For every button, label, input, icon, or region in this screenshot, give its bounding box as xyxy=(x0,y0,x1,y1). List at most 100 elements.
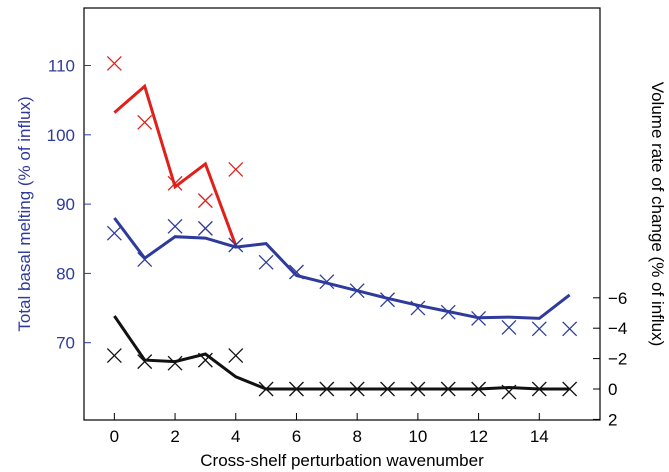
cross-stroke xyxy=(137,252,153,267)
x-tick-label: 10 xyxy=(408,427,427,446)
cross-stroke xyxy=(106,225,122,241)
cross-stroke xyxy=(471,381,487,397)
data-point-red xyxy=(228,161,244,177)
y-left-tick-label: 100 xyxy=(47,126,75,145)
series-line-blue xyxy=(113,217,571,320)
y-left-tick-label: 110 xyxy=(48,57,75,76)
data-point-black xyxy=(319,381,335,397)
y-left-tick-label: 80 xyxy=(56,264,75,283)
data-point-black xyxy=(167,355,183,371)
data-point-black xyxy=(440,381,456,397)
x-tick-label: 6 xyxy=(292,427,301,446)
data-point-red xyxy=(167,175,183,191)
data-point-blue xyxy=(380,292,395,308)
cross-stroke xyxy=(167,218,183,234)
data-point-blue xyxy=(228,237,244,253)
y-axis-left-label: Total basal melting (% of influx) xyxy=(15,96,34,331)
data-point-blue xyxy=(501,319,517,335)
series-line-red xyxy=(113,83,238,247)
series-layer xyxy=(106,55,578,400)
x-tick-label: 4 xyxy=(231,427,240,446)
plot-frame xyxy=(83,7,601,421)
y-axis-right-label: Volume rate of change (% of influx) xyxy=(648,82,667,347)
data-point-black xyxy=(137,354,153,370)
cross-stroke xyxy=(440,381,456,397)
cross-stroke xyxy=(137,354,153,370)
x-tick-label: 14 xyxy=(530,427,549,446)
data-point-blue xyxy=(562,321,578,337)
cross-stroke xyxy=(410,381,426,397)
cross-stroke xyxy=(440,304,456,320)
data-point-black xyxy=(197,352,213,368)
data-point-blue xyxy=(319,274,335,290)
y-right-tick-label: −4 xyxy=(608,319,627,338)
cross-stroke xyxy=(562,381,578,397)
cross-stroke xyxy=(289,264,304,280)
cross-stroke xyxy=(167,175,183,191)
cross-stroke xyxy=(471,310,487,326)
cross-stroke xyxy=(501,384,517,400)
cross-stroke xyxy=(197,193,213,209)
data-point-blue xyxy=(440,304,456,320)
data-point-blue xyxy=(289,264,304,280)
y-right-tick-label: 0 xyxy=(608,380,617,399)
cross-stroke xyxy=(228,161,244,177)
data-point-black xyxy=(349,381,365,397)
data-point-black xyxy=(501,384,517,400)
cross-stroke xyxy=(197,220,213,236)
cross-stroke xyxy=(137,114,153,130)
cross-stroke xyxy=(501,319,517,335)
data-point-red xyxy=(106,55,122,71)
data-point-black xyxy=(289,381,304,397)
data-point-blue xyxy=(410,300,426,316)
data-point-blue xyxy=(258,254,274,270)
cross-stroke xyxy=(228,237,244,253)
cross-stroke xyxy=(258,254,274,270)
x-tick-label: 2 xyxy=(170,427,179,446)
y-left-tick-label: 90 xyxy=(56,195,75,214)
data-point-black xyxy=(228,348,244,364)
cross-stroke xyxy=(349,283,365,299)
cross-stroke xyxy=(410,300,426,316)
cross-stroke xyxy=(106,348,122,364)
data-point-blue xyxy=(349,283,365,299)
data-point-black xyxy=(106,348,122,364)
data-point-black xyxy=(562,381,578,397)
data-point-blue xyxy=(471,310,487,326)
data-point-blue xyxy=(106,225,122,241)
data-point-black xyxy=(410,381,426,397)
data-point-blue xyxy=(531,321,547,337)
data-point-blue xyxy=(137,252,153,267)
cross-stroke xyxy=(562,321,578,337)
data-point-black xyxy=(471,381,487,397)
cross-stroke xyxy=(380,292,395,308)
x-tick-label: 12 xyxy=(469,427,488,446)
y-right-tick-label: −2 xyxy=(608,350,627,369)
y-right-tick-label: 2 xyxy=(608,410,617,429)
cross-stroke xyxy=(319,274,335,290)
cross-stroke xyxy=(167,355,183,371)
axis-ticks: 0 2 4 6 8 10 12 14 70 80 90 100 110 2 0 −2 −4 −6 xyxy=(47,57,628,447)
data-point-blue xyxy=(167,218,183,234)
y-left-tick-label: 70 xyxy=(56,334,75,353)
cross-stroke xyxy=(349,381,365,397)
data-point-black xyxy=(531,381,547,397)
cross-stroke xyxy=(228,348,244,364)
cross-stroke xyxy=(106,55,122,71)
cross-stroke xyxy=(380,381,395,397)
cross-stroke xyxy=(319,381,335,397)
data-point-blue xyxy=(197,220,213,236)
data-point-red xyxy=(197,193,213,209)
series-line-black xyxy=(113,315,570,391)
y-right-tick-label: −6 xyxy=(608,289,627,308)
data-point-black xyxy=(258,381,274,397)
cross-stroke xyxy=(531,321,547,337)
x-tick-label: 8 xyxy=(352,427,361,446)
cross-stroke xyxy=(258,381,274,397)
data-point-red xyxy=(137,114,153,130)
x-axis-label: Cross-shelf perturbation wavenumber xyxy=(200,451,484,470)
x-tick-label: 0 xyxy=(110,427,119,446)
cross-stroke xyxy=(197,352,213,368)
cross-stroke xyxy=(531,381,547,397)
